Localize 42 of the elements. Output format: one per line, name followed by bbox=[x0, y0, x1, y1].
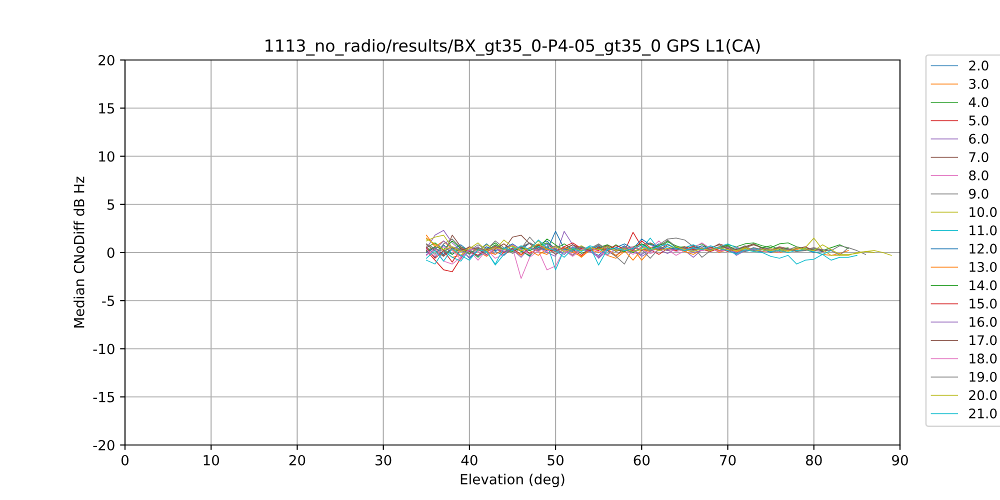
legend-label: 7.0 bbox=[969, 152, 988, 162]
legend-label: 14.0 bbox=[970, 280, 997, 290]
legend-label: 10.0 bbox=[970, 207, 997, 218]
y-axis-title: Median CNoDiff dB Hz bbox=[74, 176, 84, 328]
legend-label: 15.0 bbox=[970, 298, 997, 309]
x-tick-label: 50 bbox=[548, 454, 564, 466]
legend-label: 19.0 bbox=[970, 372, 997, 382]
legend-label: 2.0 bbox=[969, 60, 988, 71]
legend-label: 21.0 bbox=[969, 408, 997, 418]
x-axis-title: Elevation (deg) bbox=[460, 474, 564, 488]
legend-label: 5.0 bbox=[969, 115, 988, 126]
x-tick-label: 70 bbox=[720, 454, 736, 466]
x-tick-label: 90 bbox=[892, 454, 908, 466]
legend-label: 12.0 bbox=[970, 244, 997, 254]
legend-label: 3.0 bbox=[969, 78, 988, 89]
x-tick-label: 20 bbox=[289, 454, 306, 466]
x-tick-label: 80 bbox=[806, 454, 822, 466]
chart-title: 1113_no_radio/results/BX_gt35_0-P4-05_gt35_0 GPS L1(CA) bbox=[266, 39, 760, 56]
y-tick-label: 5 bbox=[108, 200, 114, 210]
y-tick-label: -5 bbox=[102, 296, 114, 306]
x-tick-label: 0 bbox=[121, 454, 128, 466]
x-tick-label: 10 bbox=[204, 454, 220, 466]
legend-label: 18.0 bbox=[970, 354, 997, 364]
y-tick-label: 10 bbox=[99, 151, 114, 162]
legend-label: 20.0 bbox=[969, 390, 997, 400]
legend-label: 16.0 bbox=[970, 316, 997, 327]
y-tick-label: 20 bbox=[98, 54, 114, 66]
legend-label: 9.0 bbox=[969, 188, 988, 199]
y-tick-label: -10 bbox=[93, 344, 114, 354]
legend-label: 4.0 bbox=[968, 97, 988, 108]
x-tick-label: 60 bbox=[634, 454, 650, 466]
y-tick-label: -20 bbox=[93, 440, 114, 450]
y-tick-label: 0 bbox=[107, 247, 114, 258]
x-tick-label: 30 bbox=[376, 454, 392, 466]
legend-label: 6.0 bbox=[969, 134, 988, 144]
legend-label: 17.0 bbox=[970, 335, 997, 346]
y-tick-label: -15 bbox=[93, 392, 114, 402]
y-tick-label: 15 bbox=[99, 103, 114, 114]
legend-label: 13.0 bbox=[970, 262, 997, 272]
x-tick-label: 40 bbox=[461, 454, 478, 466]
legend-label: 11.0 bbox=[970, 225, 997, 236]
legend-label: 8.0 bbox=[969, 170, 988, 180]
